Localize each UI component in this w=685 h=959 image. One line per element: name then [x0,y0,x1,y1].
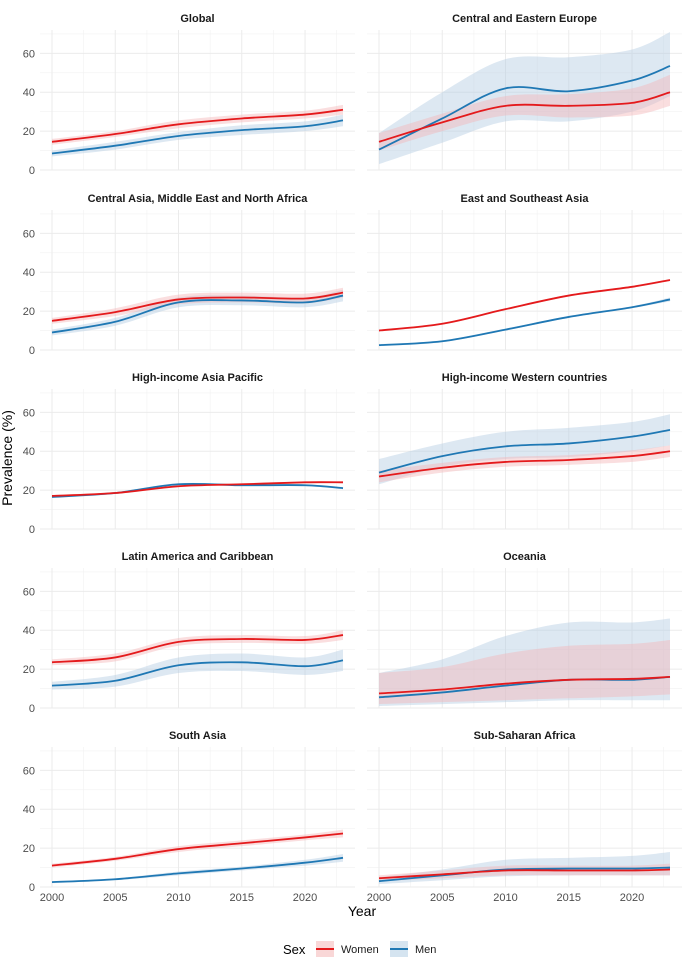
panel-title: Oceania [503,551,547,563]
panels-layer: Global 0 20 40 60 Central and Eastern Europe C… [23,13,682,904]
line-men [51,294,344,334]
x-tick-label: 2015 [230,892,254,904]
line-women [378,91,671,143]
panel-title: Central and Eastern Europe [452,13,597,25]
y-tick-label: 40 [23,625,35,637]
y-tick-label: 40 [23,446,35,458]
line-women [378,675,671,695]
legend: Sex Women Men [283,941,436,957]
y-tick-label: 0 [29,703,35,715]
y-tick-label: 60 [23,407,35,419]
y-tick-label: 60 [23,228,35,240]
y-tick-label: 20 [23,306,35,318]
panel-high-income-western-countries: High-income Western countries [367,372,682,530]
line-women [51,108,344,143]
panel-title: High-income Asia Pacific [132,372,263,384]
y-tick-label: 20 [23,485,35,497]
line-women [378,450,671,478]
y-tick-label: 20 [23,126,35,138]
panel-oceania: Oceania [367,551,682,709]
y-tick-label: 40 [23,804,35,816]
panel-central-asia-middle-east-and-north-africa: Central Asia, Middle East and North Afri… [23,193,355,357]
band-women [379,445,670,483]
y-tick-label: 20 [23,843,35,855]
panel-sub-saharan-africa: Sub-Saharan Africa 2000 2005 2010 2015 2020 [367,730,682,904]
y-tick-label: 60 [23,48,35,60]
line-men [378,866,671,883]
y-tick-label: 40 [23,87,35,99]
x-tick-label: 2005 [430,892,454,904]
x-tick-label: 2010 [493,892,517,904]
x-tick-label: 2020 [293,892,317,904]
y-tick-label: 0 [29,882,35,894]
line-women [378,868,671,880]
panel-central-and-eastern-europe: Central and Eastern Europe [367,13,682,171]
panel-latin-america-and-caribbean: Latin America and Caribbean 0 20 40 60 [23,551,355,715]
band-men [52,853,343,884]
x-tick-label: 2010 [166,892,190,904]
x-tick-label: 2005 [103,892,127,904]
line-men [378,65,671,151]
panel-title: Global [180,13,214,25]
panel-east-and-southeast-asia: East and Southeast Asia [367,193,682,351]
band-men [52,482,343,498]
panel-title: Latin America and Caribbean [122,551,274,563]
panel-global: Global 0 20 40 60 [23,13,355,177]
y-tick-label: 40 [23,267,35,279]
x-tick-label: 2000 [367,892,391,904]
line-women [51,832,344,867]
legend-label-women: Women [341,944,379,956]
x-tick-label: 2020 [620,892,644,904]
line-women [51,481,344,497]
x-axis-title: Year [348,903,377,919]
panel-title: Central Asia, Middle East and North Afri… [88,193,309,205]
y-tick-label: 0 [29,345,35,357]
band-men [379,31,670,165]
panel-high-income-asia-pacific: High-income Asia Pacific 0 20 40 60 [23,372,355,536]
legend-title: Sex [283,942,306,957]
line-men [378,298,671,347]
panel-title: High-income Western countries [442,372,607,384]
y-tick-label: 20 [23,664,35,676]
legend-label-men: Men [415,944,436,956]
x-tick-label: 2015 [557,892,581,904]
line-men [51,119,344,155]
line-women [51,634,344,664]
line-men [378,428,671,474]
y-tick-label: 0 [29,524,35,536]
band-men [52,114,343,157]
band-women [379,863,670,882]
line-men [51,856,344,884]
panel-title: South Asia [169,730,227,742]
line-women [51,291,344,322]
band-women [52,104,343,145]
band-women [52,287,343,324]
y-tick-label: 60 [23,586,35,598]
x-tick-label: 2000 [40,892,64,904]
y-axis-title: Prevalence (%) [0,410,15,506]
band-men [379,618,670,707]
band-men [379,414,670,485]
panel-title: East and Southeast Asia [461,193,590,205]
line-men [51,659,344,687]
y-tick-label: 60 [23,765,35,777]
line-women [378,279,671,332]
band-women [379,74,670,151]
panel-title: Sub-Saharan Africa [474,730,577,742]
y-tick-label: 0 [29,165,35,177]
panel-south-asia: South Asia 0 20 40 60 2000 2005 2010 2015 2020 [23,730,355,904]
